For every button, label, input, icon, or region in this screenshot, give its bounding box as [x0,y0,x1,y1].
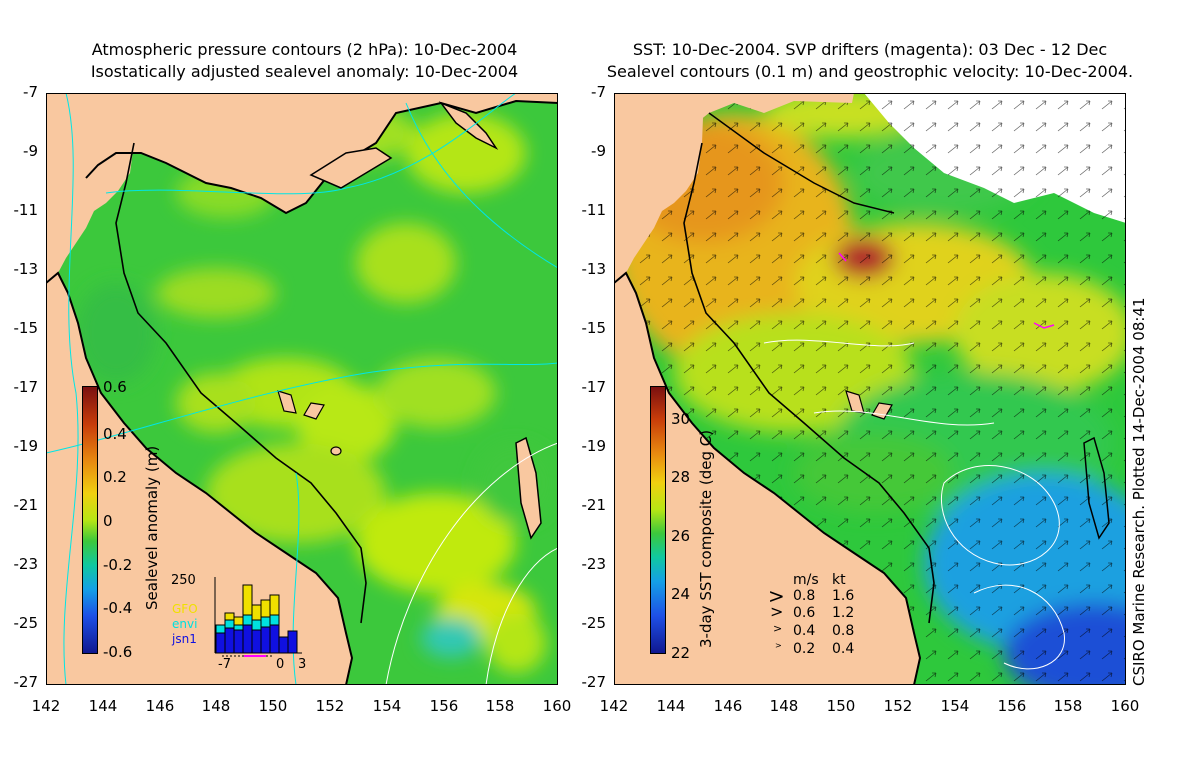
hist-xtick: 3 [298,657,307,672]
vel-legend-ms: 0.6 [793,605,816,621]
vel-legend-header-kt: kt [832,572,846,588]
left-map [46,93,558,685]
right-ytick: -23 [581,555,607,573]
vel-legend-header-ms: m/s [793,572,819,588]
left-ytick: -23 [13,555,39,573]
right-ytick: -15 [581,319,607,337]
sst-cb-tick: 30 [671,410,691,428]
sat-legend-envi: envi [172,617,198,631]
right-xtick: 152 [883,697,913,715]
right-xtick: 142 [599,697,629,715]
right-ytick: -9 [591,142,606,160]
vel-arrow-icon: > [775,641,782,650]
left-ytick: -9 [23,142,38,160]
sst-cb-tick: 28 [671,468,691,486]
right-xtick: 148 [769,697,799,715]
vel-legend-kt: 1.6 [832,588,855,604]
right-xtick: 144 [656,697,686,715]
left-ytick: -19 [13,437,39,455]
left-ytick: -13 [13,260,39,278]
left-xtick: 156 [429,697,459,715]
right-australia-land [614,93,920,685]
right-xtick: 156 [997,697,1027,715]
vel-arrow-icon: > [768,584,785,608]
right-title-line1: SST: 10-Dec-2004. SVP drifters (magenta)… [632,40,1108,59]
left-australia-land [46,93,352,685]
right-png-land [654,93,854,178]
vel-legend-kt: 1.2 [832,605,855,621]
sst-colorbar [650,386,666,654]
sat-legend-jsn1: jsn1 [172,632,197,646]
sla-cb-tick: 0.4 [103,425,127,443]
sst-cb-tick: 24 [671,585,691,603]
left-ytick: -7 [23,83,38,101]
right-ytick: -21 [581,496,607,514]
vel-legend-kt: 0.4 [832,641,855,657]
left-xtick: 154 [372,697,402,715]
sst-cb-tick: 26 [671,527,691,545]
sla-cb-tick: -0.4 [103,599,133,617]
sst-colorbar-label: 3-day SST composite (deg C) [697,429,715,648]
right-ytick: -17 [581,378,607,396]
sst-cb-tick: 22 [671,644,691,662]
hist-xtick: -7 [218,657,231,672]
left-title-line2: Isostatically adjusted sealevel anomaly:… [90,62,519,81]
vel-arrow-icon: > [770,602,784,621]
hist-xtick: 0 [276,657,285,672]
left-png-land [86,93,558,213]
right-ytick: -19 [581,437,607,455]
vel-legend-ms: 0.8 [793,588,816,604]
sla-cb-tick: 0.6 [103,378,127,396]
sla-cb-tick: 0.2 [103,468,127,486]
sla-colorbar [82,386,98,654]
right-ytick: -25 [581,614,607,632]
sat-histogram [214,577,302,657]
right-ytick: -27 [581,673,607,691]
right-ytick: -11 [581,201,607,219]
left-ytick: -15 [13,319,39,337]
right-xtick: 158 [1053,697,1083,715]
right-xtick: 160 [1110,697,1140,715]
right-ytick: -13 [581,260,607,278]
sla-colorbar-label: Sealevel anomaly (m) [143,445,161,610]
left-ytick: -17 [13,378,39,396]
pressure-contour [63,93,79,685]
sealevel-contour [940,465,1060,566]
right-map [614,93,1126,685]
left-ytick: -25 [13,614,39,632]
right-ytick: -7 [591,83,606,101]
left-xtick: 160 [542,697,572,715]
credit-text: CSIRO Marine Research. Plotted 14-Dec-20… [1130,297,1148,686]
left-xtick: 144 [88,697,118,715]
vel-arrow-icon: > [773,622,783,635]
left-xtick: 158 [485,697,515,715]
right-xtick: 146 [713,697,743,715]
left-xtick: 150 [258,697,288,715]
vel-legend-ms: 0.2 [793,641,816,657]
left-title-line1: Atmospheric pressure contours (2 hPa): 1… [91,40,518,59]
left-xtick: 146 [145,697,175,715]
left-xtick: 148 [201,697,231,715]
sla-cb-tick: -0.2 [103,556,133,574]
sat-legend-gfo: GFO [172,602,198,616]
left-xtick: 142 [31,697,61,715]
right-xtick: 154 [940,697,970,715]
left-xtick: 152 [315,697,345,715]
right-xtick: 150 [826,697,856,715]
sat-histogram-ymax: 250 [171,573,196,588]
left-ytick: -27 [13,673,39,691]
sla-cb-tick: -0.6 [103,643,133,661]
sla-cb-tick: 0 [103,512,113,530]
right-title-line2: Sealevel contours (0.1 m) and geostrophi… [606,62,1134,81]
vel-legend-kt: 0.8 [832,623,855,639]
left-ytick: -11 [13,201,39,219]
left-ytick: -21 [13,496,39,514]
vel-legend-ms: 0.4 [793,623,816,639]
